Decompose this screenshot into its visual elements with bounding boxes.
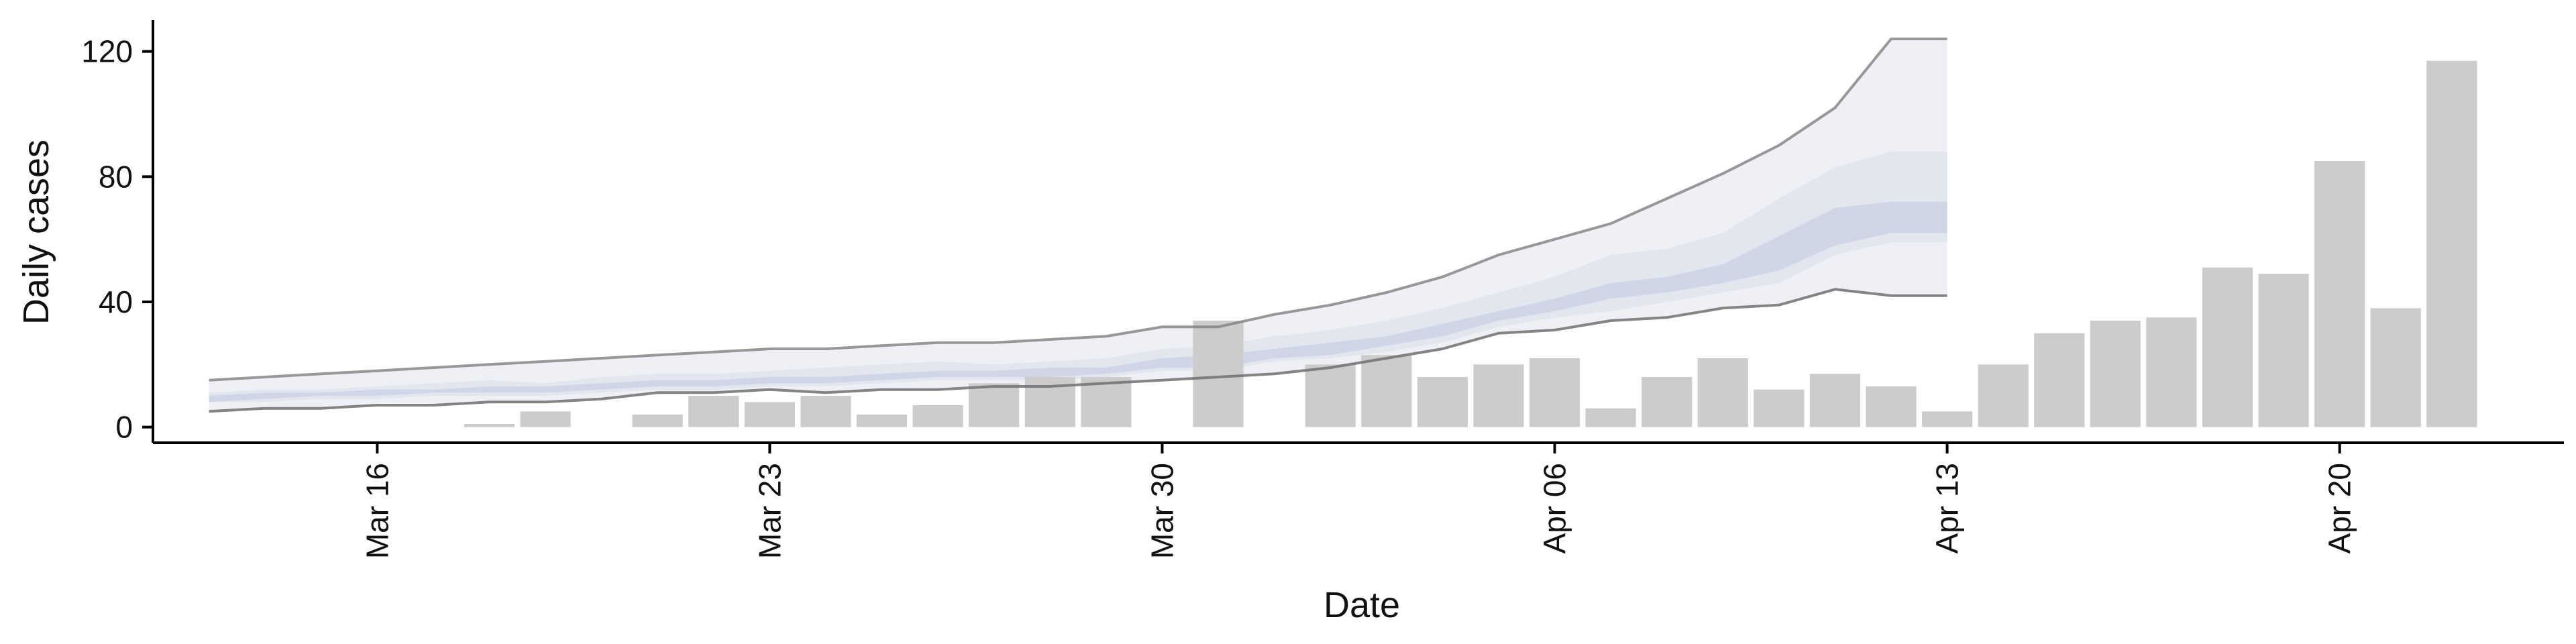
x-tick-label-2020-04-13: Apr 13 <box>1930 463 1965 554</box>
bar-2020-04-22 <box>2426 60 2477 427</box>
bar-2020-03-31 <box>1193 321 1244 427</box>
x-tick-label-2020-03-30: Mar 30 <box>1145 463 1180 559</box>
upper-bound-line <box>209 38 1947 382</box>
x-axis-ticks: Mar 16 Mar 23 Mar 30 Apr 06 Apr 13 Apr 20 <box>360 443 2357 559</box>
x-tick-label-2020-04-06: Apr 06 <box>1538 463 1572 554</box>
bar-2020-04-17 <box>2146 317 2197 427</box>
bar-2020-03-18 <box>464 424 515 427</box>
bar-2020-04-06 <box>1529 358 1580 427</box>
band-outer-interval <box>209 39 1947 412</box>
bar-2020-04-21 <box>2370 308 2421 427</box>
bar-2020-04-14 <box>1978 364 2029 427</box>
bar-2020-03-19 <box>520 411 571 427</box>
bar-2020-04-03 <box>1361 355 1412 427</box>
bar-2020-03-21 <box>632 415 683 427</box>
bar-2020-04-02 <box>1305 364 1356 427</box>
band-mid-interval <box>209 152 1947 402</box>
bar-2020-03-22 <box>688 396 739 427</box>
bar-2020-04-05 <box>1473 364 1524 427</box>
y-tick-label-40: 40 <box>99 284 133 319</box>
bar-2020-04-04 <box>1417 377 1468 427</box>
estimate-bands <box>209 39 1947 412</box>
bar-2020-03-26 <box>912 405 963 427</box>
bar-2020-04-15 <box>2034 333 2085 427</box>
bar-2020-03-25 <box>856 415 908 427</box>
bar-2020-04-16 <box>2090 321 2141 427</box>
bar-2020-04-10 <box>1754 389 1805 427</box>
y-tick-label-80: 80 <box>99 159 133 194</box>
bar-2020-03-27 <box>969 383 1020 427</box>
x-tick-label-2020-04-20: Apr 20 <box>2322 463 2357 554</box>
bar-2020-04-19 <box>2258 274 2309 427</box>
bar-2020-04-08 <box>1642 377 1693 427</box>
bar-2020-04-18 <box>2202 267 2253 427</box>
bar-2020-04-20 <box>2314 161 2365 427</box>
bar-2020-04-07 <box>1585 408 1636 427</box>
x-axis-title: Date <box>1324 585 1400 625</box>
bar-2020-03-23 <box>744 402 795 427</box>
y-axis-title: Daily cases <box>16 140 56 325</box>
bar-2020-04-13 <box>1922 411 1973 427</box>
bar-2020-04-12 <box>1866 386 1917 427</box>
bar-2020-04-11 <box>1809 374 1860 427</box>
y-tick-label-120: 120 <box>81 34 133 69</box>
y-tick-label-0: 0 <box>115 410 133 445</box>
x-tick-label-2020-03-23: Mar 23 <box>752 463 787 559</box>
x-tick-label-2020-03-16: Mar 16 <box>360 463 394 559</box>
y-axis-ticks: 0 40 80 120 <box>81 34 153 445</box>
bar-2020-03-24 <box>800 396 851 427</box>
lower-bound-line <box>209 288 1947 413</box>
bar-2020-04-09 <box>1697 358 1748 427</box>
